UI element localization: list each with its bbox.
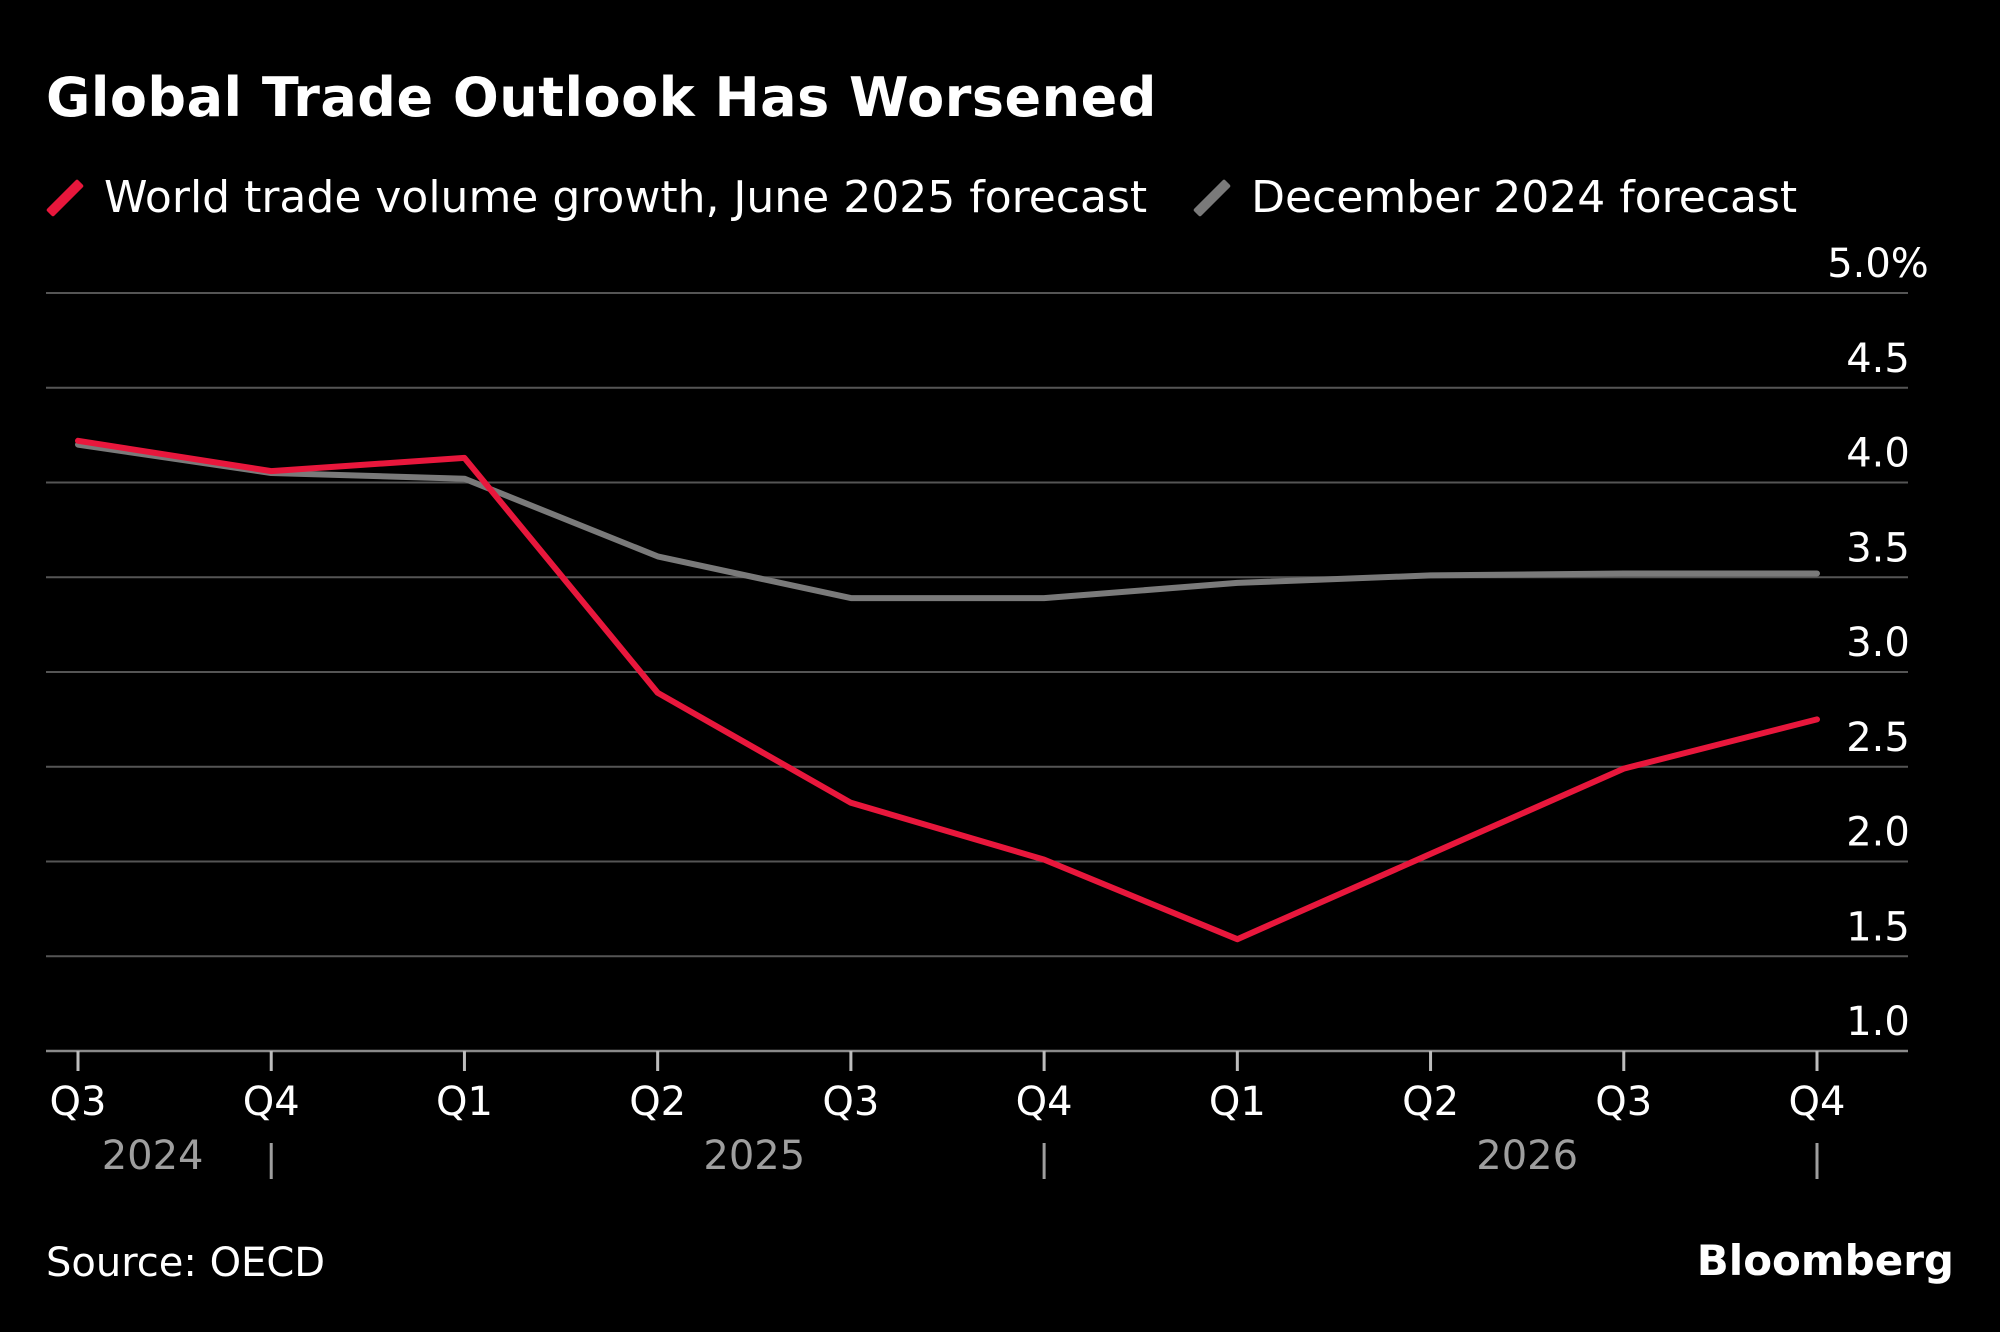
x-tick-label: Q1 — [1209, 1079, 1266, 1125]
source-note: Source: OECD — [46, 1240, 326, 1286]
chart-title: Global Trade Outlook Has Worsened — [46, 66, 1157, 129]
year-label: 2025 — [703, 1133, 805, 1179]
y-tick-label: 5.0% — [1827, 241, 1929, 287]
y-tick-label: 2.5 — [1846, 715, 1910, 761]
x-tick-label: Q3 — [1595, 1079, 1652, 1125]
series-line-december-2024-forecast — [75, 441, 1820, 602]
legend-label-june-2025: World trade volume growth, June 2025 for… — [104, 172, 1148, 223]
x-tick-label: Q3 — [822, 1079, 879, 1125]
chart-legend: World trade volume growth, June 2025 for… — [45, 172, 1843, 223]
legend-item-june-2025: World trade volume growth, June 2025 for… — [45, 172, 1148, 223]
x-tick-label: Q4 — [1789, 1079, 1846, 1125]
x-tick-label: Q2 — [1402, 1079, 1459, 1125]
y-tick-label: 4.0 — [1846, 431, 1910, 477]
y-tick-label: 1.5 — [1846, 904, 1910, 950]
y-tick-label: 3.0 — [1846, 620, 1910, 666]
x-tick-label: Q4 — [243, 1079, 300, 1125]
y-tick-label: 3.5 — [1846, 525, 1910, 571]
bloomberg-logo: Bloomberg — [1696, 1236, 1954, 1285]
legend-item-december-2024: December 2024 forecast — [1193, 172, 1797, 223]
y-tick-label: 1.0 — [1846, 999, 1910, 1045]
year-label: 2026 — [1476, 1133, 1578, 1179]
x-tick-label: Q4 — [1016, 1079, 1073, 1125]
x-tick-label: Q3 — [50, 1079, 107, 1125]
legend-label-december-2024: December 2024 forecast — [1251, 172, 1798, 223]
x-tick-label: Q2 — [629, 1079, 686, 1125]
series-line-june-2025-forecast — [75, 437, 1820, 943]
y-tick-label: 4.5 — [1846, 336, 1910, 382]
year-label: 2024 — [102, 1133, 204, 1179]
x-tick-label: Q1 — [436, 1079, 493, 1125]
y-tick-label: 2.0 — [1846, 810, 1910, 856]
